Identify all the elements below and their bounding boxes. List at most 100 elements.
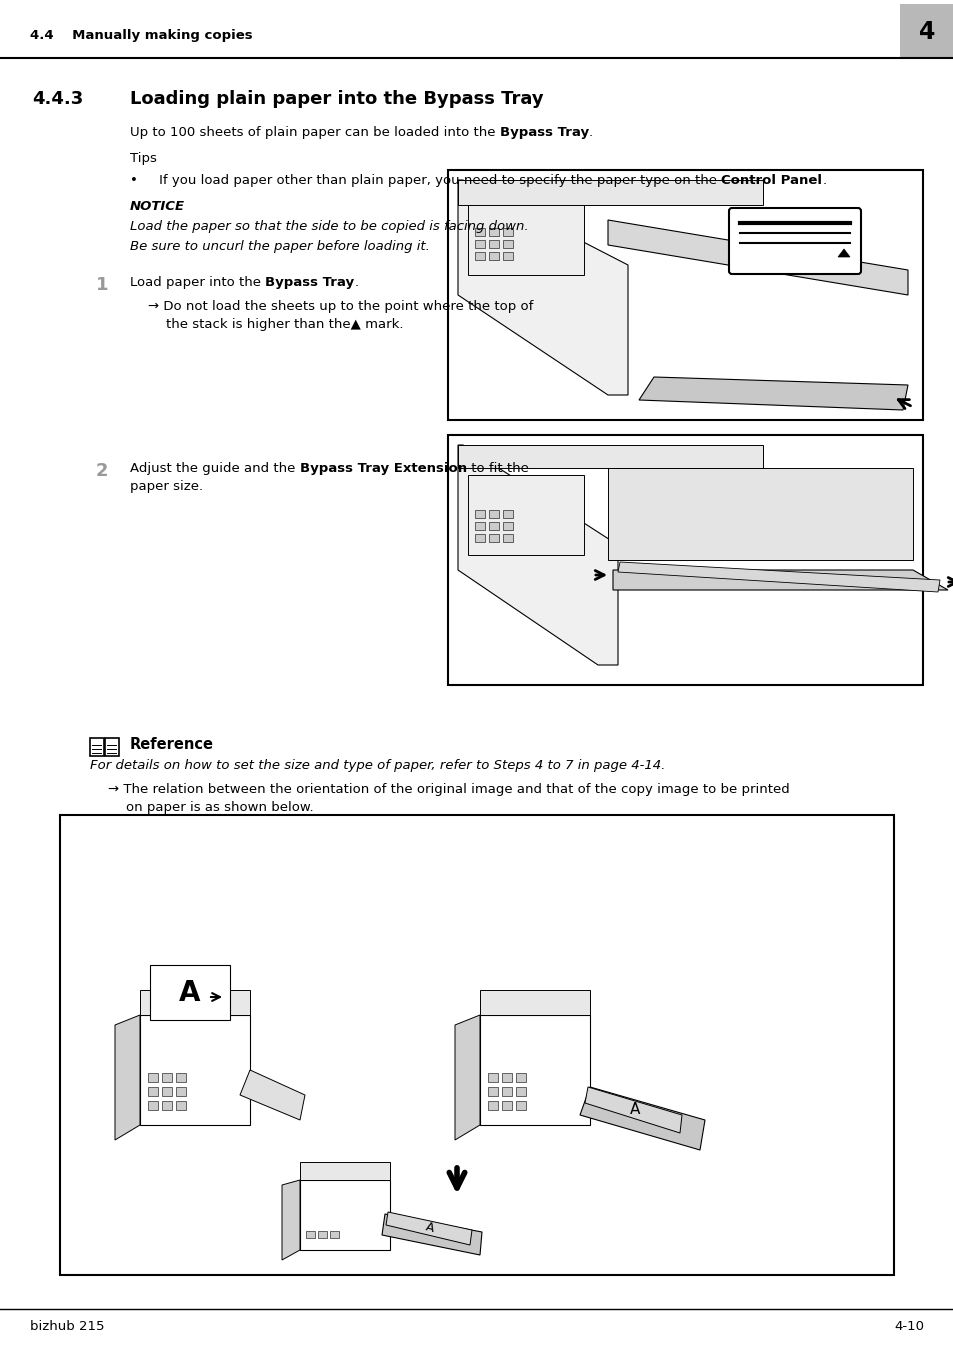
Bar (502, 253, 513, 259)
Bar (475, 521, 484, 530)
Bar (516, 1101, 525, 1111)
Text: Control Panel: Control Panel (720, 174, 821, 186)
Text: A: A (179, 979, 200, 1006)
Text: 4: 4 (918, 20, 934, 45)
Text: bizhub 215: bizhub 215 (30, 1320, 105, 1332)
Text: A: A (629, 1102, 639, 1117)
Text: to fit the: to fit the (466, 462, 528, 476)
Text: Bypass Tray: Bypass Tray (499, 126, 588, 139)
Bar (90, 738, 104, 757)
Bar (317, 1231, 327, 1238)
Text: .: . (354, 276, 358, 289)
Bar (175, 1073, 186, 1082)
Bar (501, 1088, 512, 1096)
Bar (502, 534, 513, 542)
Bar (479, 1015, 589, 1125)
Bar (488, 1088, 497, 1096)
Bar (140, 1015, 250, 1125)
Bar (448, 435, 923, 685)
Bar (468, 476, 583, 555)
Bar (299, 1162, 390, 1179)
Bar (489, 253, 498, 259)
Text: Load paper into the: Load paper into the (130, 276, 265, 289)
Bar (475, 228, 484, 236)
Bar (489, 521, 498, 530)
Polygon shape (618, 562, 939, 592)
Text: 4-10: 4-10 (893, 1320, 923, 1332)
Polygon shape (457, 444, 762, 467)
Text: NOTICE: NOTICE (130, 200, 185, 213)
Polygon shape (584, 1088, 681, 1133)
Bar (489, 534, 498, 542)
Text: → Do not load the sheets up to the point where the top of: → Do not load the sheets up to the point… (148, 300, 533, 313)
Text: → The relation between the orientation of the original image and that of the cop: → The relation between the orientation o… (108, 784, 789, 796)
Bar (489, 228, 498, 236)
Bar (162, 1088, 172, 1096)
Bar (475, 534, 484, 542)
Bar (175, 1101, 186, 1111)
Bar (140, 990, 250, 1015)
Text: Loading plain paper into the Bypass Tray: Loading plain paper into the Bypass Tray (130, 91, 543, 108)
Bar (516, 1073, 525, 1082)
Bar (502, 228, 513, 236)
Text: 4.4.3: 4.4.3 (32, 91, 83, 108)
Bar (306, 1231, 314, 1238)
Bar (899, 4, 953, 58)
Text: 2: 2 (96, 462, 109, 480)
Polygon shape (240, 1070, 305, 1120)
Polygon shape (457, 180, 627, 394)
Bar (502, 521, 513, 530)
Bar (162, 1073, 172, 1082)
Text: Be sure to uncurl the paper before loading it.: Be sure to uncurl the paper before loadi… (130, 240, 430, 253)
Bar (475, 253, 484, 259)
Bar (502, 240, 513, 249)
Bar (162, 1101, 172, 1111)
Bar (150, 965, 230, 1020)
Text: Bypass Tray: Bypass Tray (265, 276, 354, 289)
Bar (501, 1073, 512, 1082)
FancyBboxPatch shape (728, 208, 861, 274)
Bar (475, 509, 484, 517)
Bar (479, 990, 589, 1015)
Text: on paper is as shown below.: on paper is as shown below. (126, 801, 314, 815)
Bar (330, 1231, 338, 1238)
Text: •     If you load paper other than plain paper, you need to specify the paper ty: • If you load paper other than plain pap… (130, 174, 720, 186)
Bar (105, 738, 119, 757)
Bar (501, 1101, 512, 1111)
Polygon shape (457, 444, 618, 665)
Polygon shape (639, 377, 907, 409)
Bar (488, 1073, 497, 1082)
Bar (488, 1101, 497, 1111)
Bar (148, 1088, 158, 1096)
Bar (175, 1088, 186, 1096)
Bar (148, 1073, 158, 1082)
Polygon shape (613, 570, 947, 590)
Bar (502, 509, 513, 517)
Text: Bypass Tray Extension: Bypass Tray Extension (299, 462, 466, 476)
Polygon shape (579, 1088, 704, 1150)
Bar (148, 1101, 158, 1111)
Text: For details on how to set the size and type of paper, refer to Steps 4 to 7 in p: For details on how to set the size and t… (90, 759, 664, 771)
Polygon shape (607, 220, 907, 295)
Bar (60, 815, 893, 1275)
Text: Adjust the guide and the: Adjust the guide and the (130, 462, 299, 476)
Text: .: . (821, 174, 825, 186)
Text: .: . (588, 126, 593, 139)
Polygon shape (282, 1179, 299, 1260)
Polygon shape (457, 180, 762, 205)
Bar (489, 509, 498, 517)
Text: 1: 1 (96, 276, 109, 295)
Bar (489, 240, 498, 249)
Bar (475, 240, 484, 249)
Text: 4.4    Manually making copies: 4.4 Manually making copies (30, 30, 253, 42)
Text: the stack is higher than the▲ mark.: the stack is higher than the▲ mark. (166, 317, 403, 331)
Polygon shape (381, 1215, 481, 1255)
Polygon shape (386, 1212, 472, 1246)
Polygon shape (115, 1015, 140, 1140)
Bar (299, 1179, 390, 1250)
Text: Load the paper so that the side to be copied is facing down.: Load the paper so that the side to be co… (130, 220, 528, 232)
Bar (468, 195, 583, 276)
Text: Tips: Tips (130, 153, 156, 165)
Polygon shape (837, 249, 849, 257)
Polygon shape (455, 1015, 479, 1140)
